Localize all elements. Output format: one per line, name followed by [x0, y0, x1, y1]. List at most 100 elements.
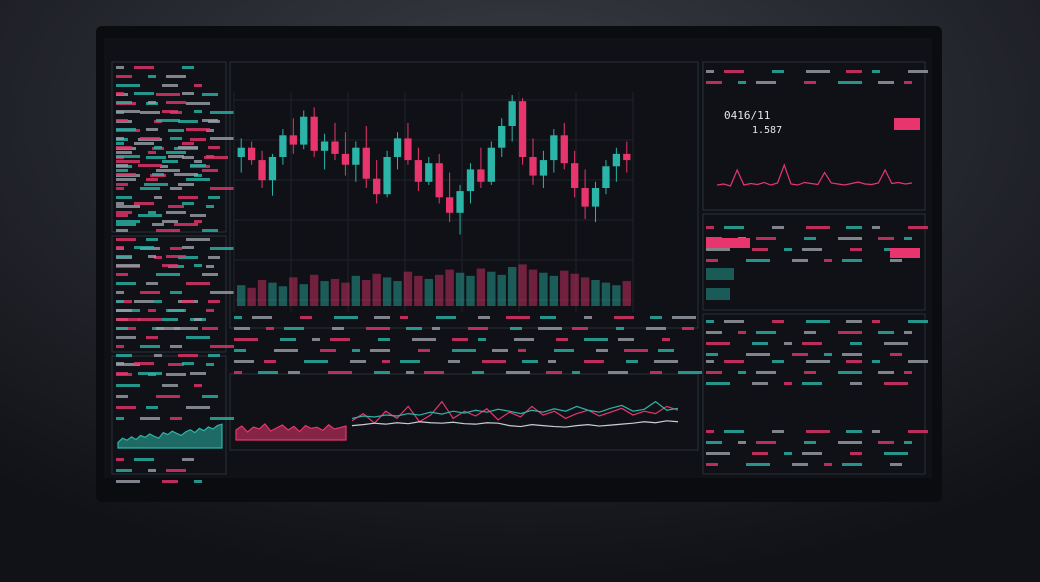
- text-placeholder: [406, 327, 422, 330]
- text-placeholder: [756, 441, 776, 444]
- text-placeholder: [556, 338, 568, 341]
- text-placeholder: [202, 273, 218, 276]
- text-placeholder: [182, 66, 194, 69]
- candle-body: [498, 126, 506, 148]
- panel: [702, 61, 926, 211]
- text-placeholder: [584, 360, 604, 363]
- text-placeholder: [116, 187, 124, 190]
- text-placeholder: [784, 248, 792, 251]
- text-placeholder: [116, 160, 140, 163]
- text-placeholder: [478, 316, 490, 319]
- text-placeholder: [724, 360, 744, 363]
- text-placeholder: [116, 406, 136, 409]
- text-placeholder: [116, 128, 136, 131]
- text-placeholder: [878, 237, 894, 240]
- text-placeholder: [330, 338, 350, 341]
- text-placeholder: [170, 345, 182, 348]
- text-placeholder: [468, 327, 488, 330]
- text-placeholder: [134, 92, 154, 95]
- volume-bar: [518, 264, 527, 306]
- text-placeholder: [738, 81, 746, 84]
- text-placeholder: [804, 331, 816, 334]
- text-placeholder: [186, 406, 210, 409]
- text-placeholder: [186, 282, 210, 285]
- text-placeholder: [148, 75, 156, 78]
- text-placeholder: [538, 327, 562, 330]
- text-placeholder: [116, 155, 140, 158]
- text-placeholder: [116, 384, 140, 387]
- candle-body: [550, 135, 558, 161]
- text-placeholder: [116, 205, 140, 208]
- text-placeholder: [654, 360, 678, 363]
- text-placeholder: [772, 70, 784, 73]
- text-placeholder: [804, 237, 816, 240]
- text-placeholder: [908, 320, 928, 323]
- text-placeholder: [178, 120, 198, 123]
- text-placeholder: [904, 331, 912, 334]
- text-placeholder: [138, 214, 162, 217]
- text-placeholder: [908, 360, 928, 363]
- text-placeholder: [166, 101, 186, 104]
- text-placeholder: [116, 417, 124, 420]
- text-placeholder: [186, 336, 210, 339]
- volume-bar: [528, 269, 538, 306]
- text-placeholder: [908, 226, 928, 229]
- text-placeholder: [210, 247, 234, 250]
- text-placeholder: [492, 349, 508, 352]
- volume-bar: [309, 274, 319, 306]
- text-placeholder: [842, 463, 862, 466]
- text-placeholder: [706, 248, 730, 251]
- text-placeholder: [412, 338, 436, 341]
- text-placeholder: [838, 371, 862, 374]
- text-placeholder: [206, 205, 214, 208]
- text-placeholder: [522, 360, 538, 363]
- text-placeholder: [182, 300, 194, 303]
- text-placeholder: [146, 336, 158, 339]
- line: [716, 163, 913, 187]
- text-placeholder: [872, 70, 880, 73]
- text-placeholder: [166, 255, 186, 258]
- text-placeholder: [804, 441, 816, 444]
- text-placeholder: [772, 226, 784, 229]
- text-placeholder: [116, 169, 128, 172]
- volume-bar: [445, 269, 454, 306]
- text-placeholder: [300, 316, 312, 319]
- candle-body: [268, 157, 277, 181]
- text-placeholder: [116, 146, 132, 149]
- text-placeholder: [802, 342, 822, 345]
- text-placeholder: [400, 360, 420, 363]
- text-placeholder: [706, 342, 730, 345]
- text-placeholder: [178, 183, 194, 186]
- text-placeholder: [116, 363, 140, 366]
- text-placeholder: [206, 309, 214, 312]
- text-placeholder: [148, 101, 156, 104]
- text-placeholder: [756, 237, 776, 240]
- candle-body: [508, 101, 516, 126]
- text-placeholder: [616, 327, 624, 330]
- text-placeholder: [116, 469, 132, 472]
- text-placeholder: [116, 101, 132, 104]
- text-placeholder: [374, 371, 390, 374]
- candle-body: [331, 141, 339, 154]
- text-placeholder: [190, 164, 206, 167]
- text-placeholder: [160, 165, 168, 168]
- text-placeholder: [878, 441, 894, 444]
- text-placeholder: [202, 395, 218, 398]
- text-placeholder: [884, 452, 908, 455]
- text-placeholder: [658, 349, 674, 352]
- candle-body: [341, 153, 350, 165]
- text-placeholder: [156, 395, 180, 398]
- text-placeholder: [116, 92, 124, 95]
- text-placeholder: [170, 247, 182, 250]
- text-placeholder: [116, 480, 140, 483]
- candle-body: [425, 163, 433, 182]
- text-placeholder: [202, 327, 218, 330]
- text-placeholder: [806, 430, 830, 433]
- text-placeholder: [682, 327, 694, 330]
- candle-body: [518, 101, 527, 157]
- text-placeholder: [116, 220, 140, 223]
- text-placeholder: [148, 211, 156, 214]
- text-placeholder: [148, 373, 156, 376]
- text-placeholder: [756, 331, 776, 334]
- text-placeholder: [174, 173, 198, 176]
